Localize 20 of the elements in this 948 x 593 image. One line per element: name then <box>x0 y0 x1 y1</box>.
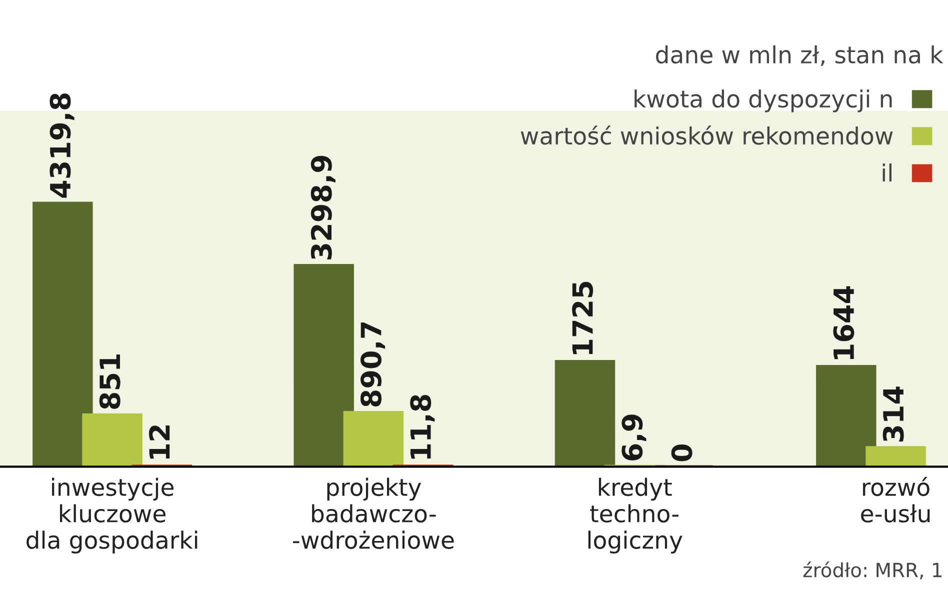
x-tick-label: inwestycje kluczowe dla gospodarki <box>26 478 198 554</box>
data-label: 0 <box>671 444 692 462</box>
data-label: 4319,8 <box>50 94 74 198</box>
legend-label: il <box>882 163 892 182</box>
legend-label: wartość wniosków rekomendow <box>520 126 893 145</box>
data-label: 1725 <box>572 282 594 354</box>
data-label: 851 <box>99 354 120 409</box>
data-label: 12 <box>148 426 170 459</box>
text: źródło: MRR, 1 <box>803 562 942 580</box>
data-label: 3298,9 <box>310 156 336 260</box>
text: dane w mln zł, stan na k <box>656 45 944 66</box>
data-label: 314 <box>882 386 904 442</box>
data-label: 890,7 <box>360 322 386 406</box>
data-label: 11,8 <box>410 394 435 459</box>
legend-label: kwota do dyspozycji n <box>634 89 892 112</box>
x-tick-label: rozwó e-usłu <box>861 476 930 523</box>
data-label: 1644 <box>833 286 854 360</box>
x-tick-label: projekty badawczo- -wdrożeniowe <box>293 478 454 549</box>
data-label: 6,9 <box>622 414 646 460</box>
x-tick-label: kredyt techno- logiczny <box>588 478 682 554</box>
